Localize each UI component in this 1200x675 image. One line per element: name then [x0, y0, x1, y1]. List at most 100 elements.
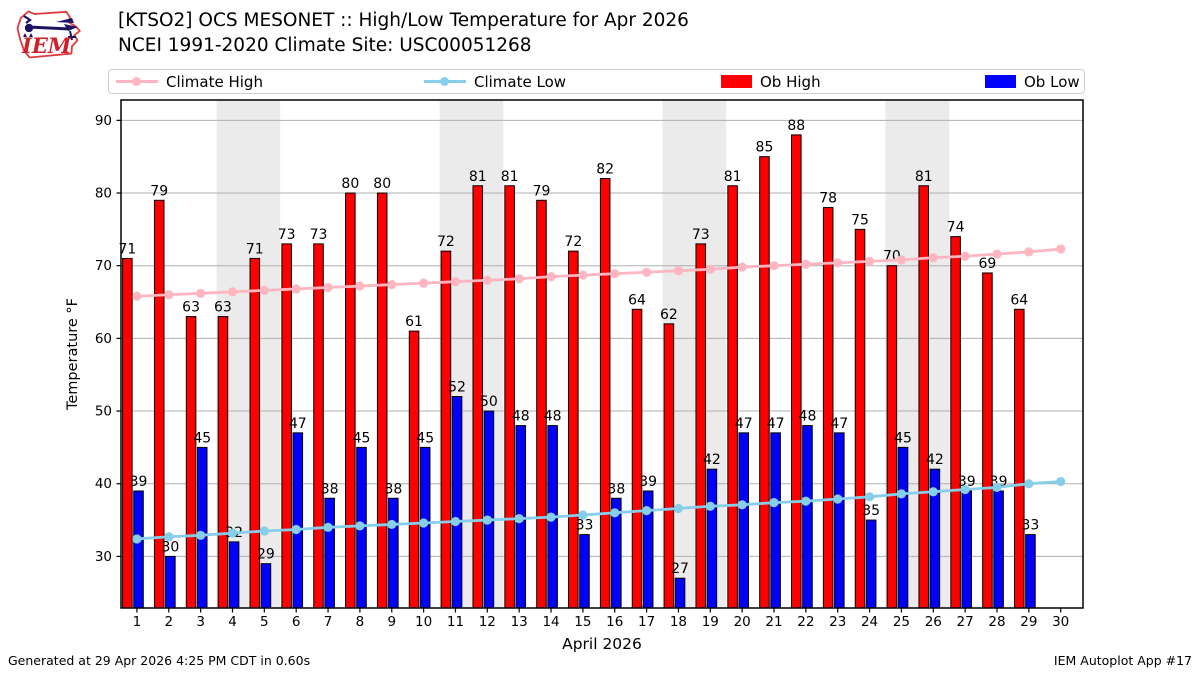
climate-low-marker — [355, 521, 365, 531]
x-tick-label: 23 — [829, 614, 846, 630]
climate-high-marker — [864, 256, 875, 266]
ob-high-bar — [504, 185, 515, 609]
climate-low-marker — [1024, 479, 1034, 489]
climate-high-marker — [928, 253, 938, 263]
legend-item-climate-high: Climate High — [116, 70, 263, 93]
ob-low-value-label: 45 — [353, 430, 371, 446]
x-tick-label: 12 — [479, 614, 496, 630]
ob-low-value-label: 48 — [799, 409, 817, 425]
ob-low-value-label: 33 — [1022, 518, 1040, 534]
ob-high-bar — [822, 207, 834, 609]
x-tick-label: 17 — [638, 614, 655, 630]
climate-high-marker — [578, 270, 588, 280]
ob-high-bar — [568, 250, 579, 609]
climate-low-marker — [132, 534, 142, 544]
ob-low-value-label: 45 — [416, 430, 434, 446]
legend-label: Ob High — [760, 72, 821, 91]
climate-low-marker — [323, 522, 333, 532]
ob-high-value-label: 73 — [310, 227, 328, 243]
ob-high-bar — [376, 192, 388, 609]
ob-low-value-label: 39 — [130, 474, 148, 490]
ob-high-value-label: 73 — [278, 227, 296, 243]
climate-high-marker — [227, 287, 238, 297]
x-tick-label: 6 — [292, 614, 301, 630]
chart-title: [KTSO2] OCS MESONET :: High/Low Temperat… — [118, 10, 689, 31]
ob-low-patch-swatch — [985, 75, 1016, 88]
climate-low-marker — [960, 484, 970, 495]
climate-high-marker — [323, 282, 333, 293]
ob-high-bar — [536, 199, 547, 609]
ob-high-value-label: 79 — [533, 183, 551, 199]
x-tick-label: 25 — [893, 614, 910, 630]
y-tick-label: 40 — [95, 476, 112, 492]
climate-high-marker — [960, 251, 970, 261]
ob-high-value-label: 75 — [851, 212, 869, 228]
ob-high-value-label: 88 — [787, 118, 805, 134]
x-tick-label: 7 — [324, 614, 333, 630]
climate-high-marker — [419, 278, 429, 288]
ob-low-value-label: 42 — [926, 452, 944, 468]
y-tick-label: 90 — [95, 113, 112, 129]
ob-high-patch-swatch — [721, 75, 752, 88]
y-tick-label: 80 — [95, 186, 112, 202]
ob-high-value-label: 74 — [947, 220, 965, 236]
ob-low-bar — [993, 490, 1004, 609]
ob-low-bar — [483, 410, 495, 609]
ob-low-value-label: 47 — [830, 416, 848, 432]
climate-high-marker — [514, 274, 524, 284]
y-tick-label: 30 — [95, 549, 112, 565]
climate-low-marker — [578, 510, 588, 520]
ob-high-bar — [185, 316, 197, 609]
ob-high-value-label: 62 — [660, 307, 678, 323]
ob-low-value-label: 47 — [735, 416, 753, 432]
iowa-outline-icon — [16, 10, 81, 59]
climate-low-marker — [896, 489, 907, 499]
ob-low-value-label: 48 — [512, 409, 530, 425]
ob-high-bar — [122, 257, 133, 609]
ob-high-value-label: 64 — [1010, 292, 1028, 308]
ob-high-value-label: 79 — [150, 183, 168, 199]
ob-low-bar — [897, 446, 909, 609]
ob-high-value-label: 71 — [246, 241, 264, 257]
ob-high-value-label: 64 — [628, 292, 646, 308]
ob-low-value-label: 29 — [257, 547, 275, 563]
ob-low-value-label: 27 — [671, 561, 689, 577]
climate-high-marker — [992, 249, 1002, 259]
ob-high-value-label: 82 — [596, 161, 614, 177]
legend-item-climate-low: Climate Low — [424, 70, 566, 93]
ob-high-bar — [313, 243, 324, 609]
ob-high-value-label: 72 — [437, 234, 455, 250]
x-tick-label: 13 — [511, 614, 528, 630]
ob-low-value-label: 38 — [607, 481, 625, 497]
climate-low-marker — [227, 528, 238, 538]
ob-high-bar — [950, 236, 961, 609]
climate-high-marker — [641, 267, 652, 277]
ob-low-value-label: 45 — [193, 430, 211, 446]
climate-low-marker — [387, 519, 397, 530]
y-tick-label: 50 — [95, 404, 112, 420]
climate-high-marker — [610, 269, 620, 279]
ob-low-bar — [770, 432, 781, 609]
ob-low-value-label: 50 — [480, 394, 498, 410]
climate-high-marker — [833, 258, 843, 268]
ob-high-value-label: 61 — [405, 314, 423, 330]
ob-low-value-label: 38 — [384, 481, 402, 497]
ob-high-bar — [854, 228, 866, 609]
ob-low-bar — [292, 432, 304, 609]
y-tick-label: 60 — [95, 331, 112, 347]
legend-item-ob-high: Ob High — [721, 70, 821, 93]
x-tick-label: 10 — [415, 614, 432, 630]
ob-high-value-label: 71 — [118, 241, 136, 257]
climate-low-line — [132, 476, 1066, 544]
ob-high-value-label: 73 — [692, 227, 710, 243]
ob-low-value-label: 45 — [894, 430, 912, 446]
app-credit: IEM Autoplot App #17 — [1053, 653, 1192, 668]
climate-high-marker — [1056, 244, 1066, 254]
ob-low-bar — [228, 541, 240, 609]
climate-low-marker — [864, 492, 875, 502]
climate-high-marker — [673, 266, 684, 276]
x-tick-label: 26 — [925, 614, 942, 630]
climate-low-marker — [610, 508, 620, 518]
climate-high-line-swatch — [116, 75, 158, 88]
